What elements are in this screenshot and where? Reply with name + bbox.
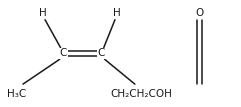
Text: C: C	[98, 48, 105, 59]
Text: O: O	[195, 8, 204, 18]
Text: C: C	[59, 48, 67, 59]
Text: CH₂CH₂COH: CH₂CH₂COH	[110, 89, 172, 99]
Text: H: H	[113, 8, 121, 18]
Text: H₃C: H₃C	[7, 89, 26, 99]
Text: H: H	[39, 8, 47, 18]
